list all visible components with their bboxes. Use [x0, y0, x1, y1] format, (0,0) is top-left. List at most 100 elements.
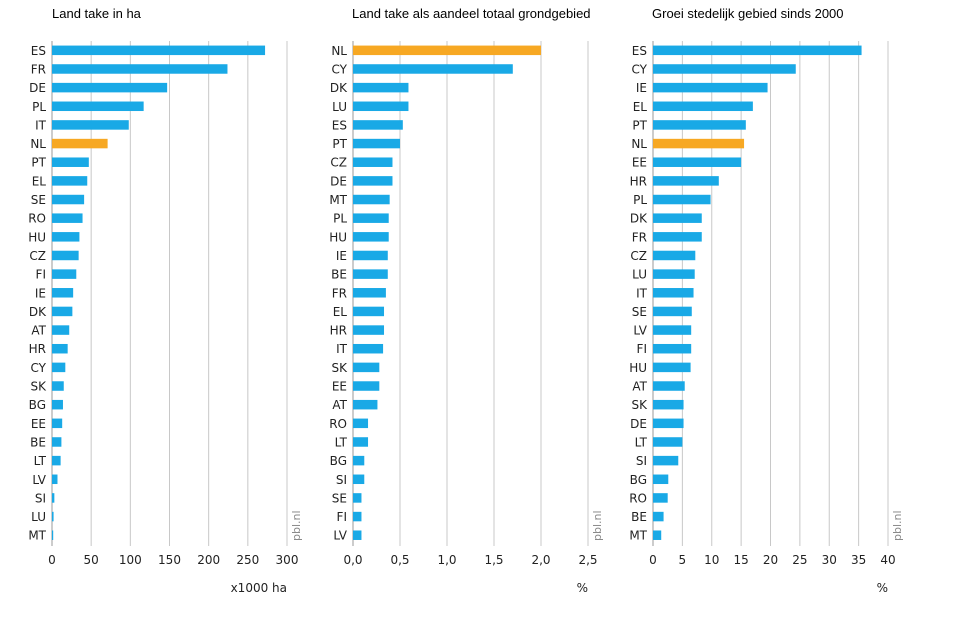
bar-it [353, 343, 384, 354]
bar-cz [653, 250, 696, 261]
bar-be [52, 437, 62, 447]
bar-ee [653, 157, 742, 167]
category-label: LV [32, 473, 46, 487]
x-tick-label: 25 [792, 553, 807, 567]
category-label: ES [632, 44, 647, 58]
bar-mt [52, 530, 54, 540]
category-label: CZ [630, 249, 647, 263]
bar-se [353, 493, 362, 503]
bar-pt [353, 138, 400, 149]
category-label: BE [30, 435, 46, 449]
category-label: PL [633, 193, 647, 207]
category-label: PT [632, 118, 647, 132]
bar-pt [653, 120, 746, 130]
x-tick-label: 15 [733, 553, 748, 567]
category-label: LT [34, 454, 47, 468]
x-tick-label: 250 [236, 553, 259, 567]
bar-fi [653, 343, 692, 354]
category-label: SE [332, 491, 347, 505]
bar-mt [653, 530, 662, 540]
category-label: EE [332, 380, 347, 394]
bar-nl [353, 45, 541, 56]
bar-el [653, 101, 753, 112]
category-label: FR [332, 286, 347, 300]
bar-el [353, 306, 385, 317]
bar-at [52, 325, 70, 335]
x-tick-label: 300 [276, 553, 299, 567]
chart-title: Land take als aandeel totaal grondgebied [352, 6, 591, 21]
category-label: RO [329, 417, 347, 431]
category-label: EL [633, 100, 648, 114]
bar-it [52, 120, 129, 130]
x-tick-label: 200 [197, 553, 220, 567]
category-label: HU [629, 361, 647, 375]
x-tick-label: 1,5 [484, 553, 503, 567]
category-label: EE [31, 417, 46, 431]
x-tick-label: 10 [704, 553, 719, 567]
category-label: SI [636, 454, 647, 468]
bar-dk [653, 213, 702, 223]
category-label: SI [336, 473, 347, 487]
category-label: LU [632, 268, 647, 282]
bar-it [653, 288, 694, 298]
bar-hu [52, 232, 80, 242]
category-label: LV [333, 529, 347, 543]
bar-bg [653, 474, 669, 485]
category-label: CZ [29, 249, 46, 263]
category-label: BE [331, 268, 347, 282]
category-label: ES [31, 44, 46, 58]
bar-lu [353, 101, 409, 112]
x-tick-label: 1,0 [437, 553, 456, 567]
category-label: FI [637, 342, 647, 356]
category-label: MT [329, 193, 347, 207]
category-label: DE [29, 81, 46, 95]
bar-hr [52, 343, 68, 354]
bar-ie [653, 82, 768, 93]
category-label: FI [36, 268, 46, 282]
category-label: LT [635, 435, 648, 449]
category-label: SE [632, 305, 647, 319]
category-label: MT [28, 529, 46, 543]
category-label: DE [630, 417, 647, 431]
category-label: AT [632, 380, 647, 394]
x-tick-label: 2,5 [578, 553, 597, 567]
category-label: DK [29, 305, 47, 319]
bar-nl [653, 138, 745, 149]
category-label: NL [631, 137, 647, 151]
bar-dk [353, 82, 409, 93]
category-label: SK [332, 361, 349, 375]
bar-ro [52, 213, 83, 223]
category-label: DE [330, 174, 347, 188]
bar-ro [353, 418, 369, 429]
bar-ee [52, 418, 63, 429]
source-watermark: pbl.nl [891, 510, 904, 541]
category-label: FR [31, 62, 46, 76]
x-tick-label: 30 [822, 553, 837, 567]
bar-si [52, 493, 55, 503]
bar-pl [353, 213, 389, 223]
bar-hu [353, 232, 389, 242]
category-label: IT [35, 118, 47, 132]
x-axis-unit-label: x1000 ha [231, 581, 287, 595]
category-label: SI [35, 491, 46, 505]
bar-lu [52, 511, 54, 522]
chart-title: Land take in ha [52, 6, 142, 21]
category-label: CY [31, 361, 47, 375]
x-tick-label: 35 [851, 553, 866, 567]
category-label: LU [332, 100, 347, 114]
bar-ie [52, 288, 74, 298]
bar-bg [52, 399, 63, 410]
category-label: IE [636, 81, 647, 95]
x-tick-label: 150 [158, 553, 181, 567]
x-tick-label: 50 [84, 553, 99, 567]
bar-be [653, 511, 664, 522]
category-label: SK [632, 398, 649, 412]
category-label: EL [32, 174, 47, 188]
bar-sk [52, 381, 64, 391]
category-label: NL [30, 137, 46, 151]
category-label: CY [332, 62, 348, 76]
category-label: LT [335, 435, 348, 449]
bar-hr [353, 325, 385, 335]
x-tick-label: 40 [880, 553, 895, 567]
